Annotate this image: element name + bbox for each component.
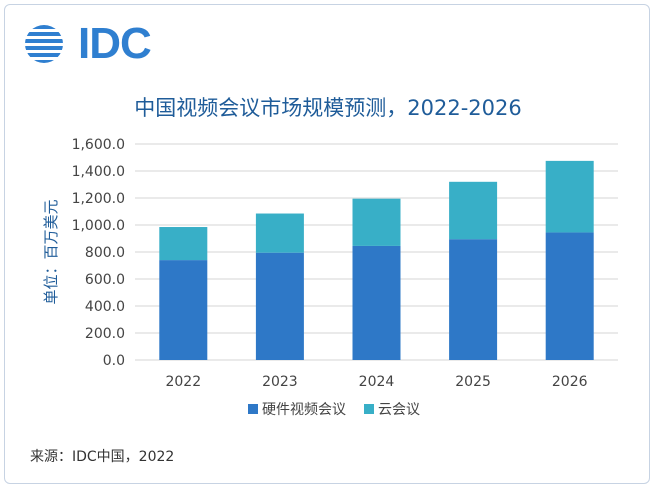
chart-frame	[4, 4, 650, 484]
idc-logo: IDC	[22, 20, 162, 68]
y-tick-label: 400.0	[85, 299, 125, 315]
y-tick-label: 1,200.0	[72, 191, 125, 207]
x-tick-label: 2022	[165, 374, 201, 390]
x-tick-label: 2026	[552, 374, 588, 390]
x-tick-label: 2024	[359, 374, 395, 390]
bar-hardware-2024	[352, 245, 401, 360]
y-tick-label: 1,600.0	[72, 137, 125, 153]
bar-cloud-2024	[352, 198, 401, 246]
bar-hardware-2025	[449, 239, 498, 360]
legend: 硬件视频会议 云会议	[248, 402, 420, 418]
bar-cloud-2023	[255, 213, 304, 253]
bar-cloud-2025	[449, 181, 498, 240]
y-tick-label: 0.0	[103, 353, 125, 369]
x-tick-labels: 2022 2023 2024 2025 2026	[165, 374, 587, 390]
legend-swatch	[364, 404, 374, 414]
bar-hardware-2026	[545, 232, 594, 360]
logo-text: IDC	[78, 19, 152, 68]
y-tick-label: 600.0	[85, 272, 125, 288]
bar-cloud-2022	[159, 227, 208, 261]
legend-label: 硬件视频会议	[262, 402, 346, 418]
source-note: 来源：IDC中国，2022	[30, 449, 175, 465]
y-tick-label: 1,400.0	[72, 164, 125, 180]
legend-swatch	[248, 404, 258, 414]
y-tick-label: 1,000.0	[72, 218, 125, 234]
bars	[159, 160, 594, 360]
y-tick-label: 200.0	[85, 326, 125, 342]
y-axis-label: 单位：百万美元	[42, 199, 60, 304]
legend-label: 云会议	[378, 402, 420, 418]
chart-title: 中国视频会议市场规模预测，2022-2026	[134, 96, 522, 120]
y-tick-label: 800.0	[85, 245, 125, 261]
globe-icon	[25, 25, 63, 63]
bar-hardware-2023	[255, 252, 304, 360]
y-tick-labels: 0.0 200.0 400.0 600.0 800.0 1,000.0 1,200.0 1,4…	[72, 137, 125, 369]
x-tick-label: 2023	[262, 374, 298, 390]
bar-cloud-2026	[545, 160, 594, 233]
bar-hardware-2022	[159, 260, 208, 360]
x-tick-label: 2025	[455, 374, 491, 390]
